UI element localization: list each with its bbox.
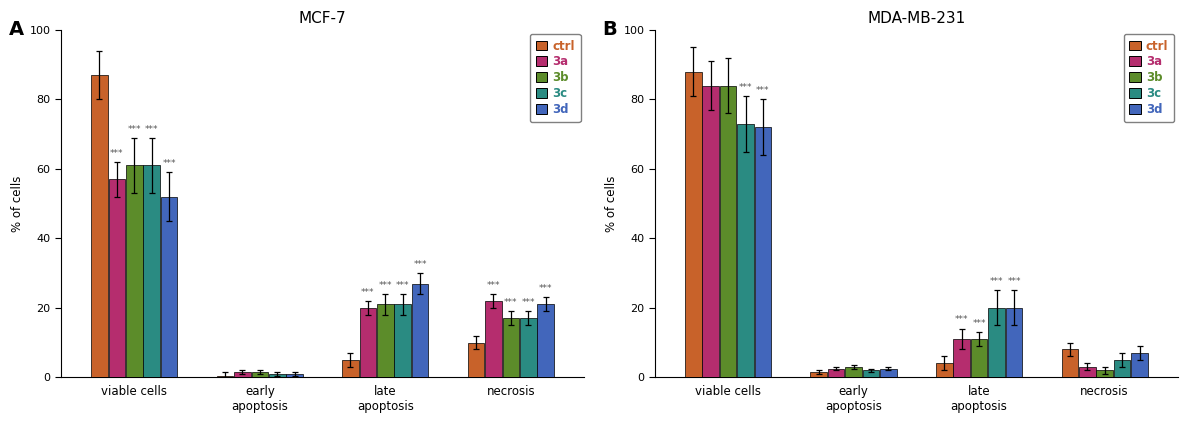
Bar bbox=[936, 363, 952, 377]
Title: MCF-7: MCF-7 bbox=[298, 11, 346, 26]
Bar bbox=[719, 86, 736, 377]
Text: ***: *** bbox=[504, 298, 517, 307]
Bar bbox=[845, 367, 862, 377]
Text: ***: *** bbox=[989, 277, 1004, 286]
Text: ***: *** bbox=[955, 315, 969, 324]
Bar bbox=[1114, 360, 1131, 377]
Text: ***: *** bbox=[1007, 277, 1021, 286]
Text: ***: *** bbox=[486, 281, 501, 290]
Bar bbox=[863, 370, 880, 377]
Bar bbox=[216, 376, 233, 377]
Bar bbox=[828, 368, 844, 377]
Y-axis label: % of cells: % of cells bbox=[11, 176, 24, 232]
Text: ***: *** bbox=[414, 260, 427, 269]
Bar bbox=[234, 372, 251, 377]
Bar bbox=[703, 86, 719, 377]
Bar bbox=[342, 360, 359, 377]
Bar bbox=[252, 372, 268, 377]
Text: ***: *** bbox=[539, 284, 553, 293]
Bar bbox=[685, 72, 702, 377]
Bar bbox=[1096, 370, 1113, 377]
Bar bbox=[467, 343, 484, 377]
Bar bbox=[537, 304, 554, 377]
Title: MDA-MB-231: MDA-MB-231 bbox=[867, 11, 965, 26]
Bar bbox=[880, 368, 897, 377]
Y-axis label: % of cells: % of cells bbox=[605, 176, 618, 232]
Text: ***: *** bbox=[127, 125, 141, 134]
Text: ***: *** bbox=[738, 83, 753, 92]
Text: ***: *** bbox=[378, 281, 392, 290]
Bar bbox=[92, 75, 108, 377]
Bar bbox=[485, 301, 502, 377]
Text: ***: *** bbox=[163, 159, 176, 168]
Bar bbox=[161, 197, 177, 377]
Legend: ctrl, 3a, 3b, 3c, 3d: ctrl, 3a, 3b, 3c, 3d bbox=[1124, 33, 1175, 122]
Bar bbox=[1078, 367, 1095, 377]
Bar bbox=[377, 304, 394, 377]
Text: ***: *** bbox=[111, 149, 124, 158]
Bar bbox=[287, 374, 303, 377]
Bar bbox=[411, 284, 428, 377]
Text: ***: *** bbox=[973, 319, 986, 328]
Bar bbox=[269, 374, 285, 377]
Bar bbox=[503, 318, 520, 377]
Text: B: B bbox=[603, 20, 617, 39]
Bar bbox=[755, 127, 772, 377]
Text: ***: *** bbox=[756, 86, 769, 95]
Text: ***: *** bbox=[361, 288, 375, 297]
Bar bbox=[108, 179, 125, 377]
Bar bbox=[971, 339, 987, 377]
Bar bbox=[737, 124, 754, 377]
Text: ***: *** bbox=[522, 298, 535, 307]
Text: ***: *** bbox=[396, 281, 409, 290]
Bar bbox=[359, 308, 376, 377]
Bar bbox=[988, 308, 1005, 377]
Legend: ctrl, 3a, 3b, 3c, 3d: ctrl, 3a, 3b, 3c, 3d bbox=[530, 33, 580, 122]
Bar bbox=[1062, 349, 1078, 377]
Bar bbox=[520, 318, 536, 377]
Bar bbox=[395, 304, 411, 377]
Bar bbox=[126, 165, 143, 377]
Bar bbox=[954, 339, 970, 377]
Text: A: A bbox=[8, 20, 24, 39]
Bar bbox=[811, 372, 828, 377]
Text: ***: *** bbox=[145, 125, 158, 134]
Bar bbox=[144, 165, 161, 377]
Bar bbox=[1006, 308, 1023, 377]
Bar bbox=[1131, 353, 1147, 377]
